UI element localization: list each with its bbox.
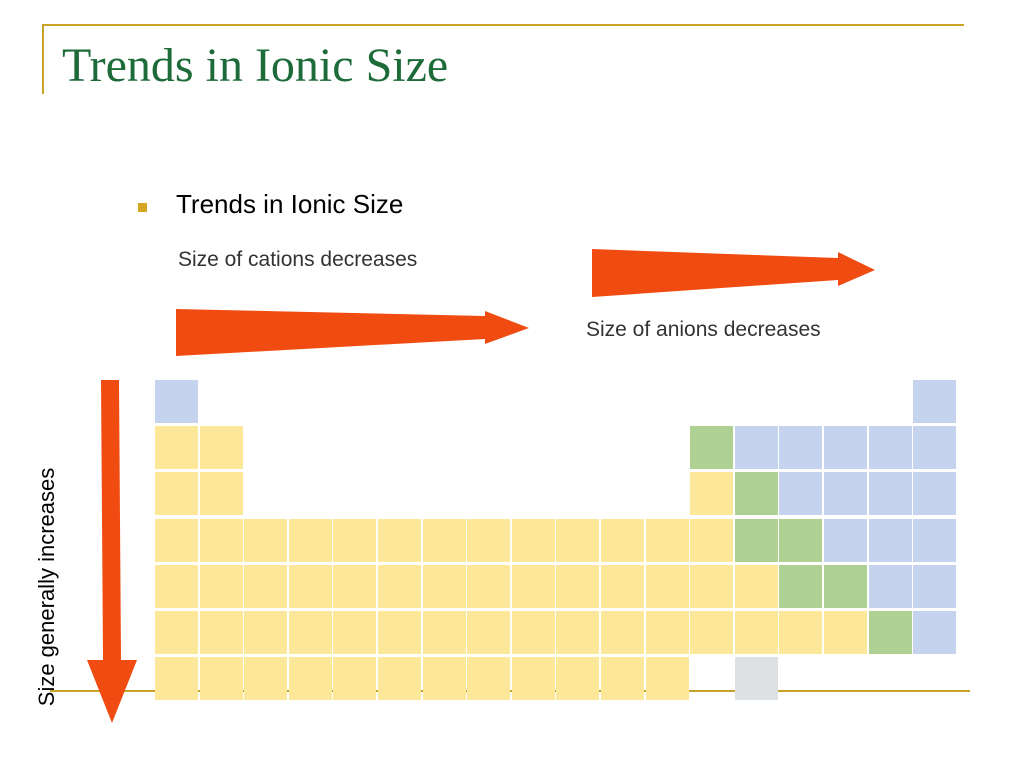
- table-cell-yellow: [690, 519, 733, 562]
- table-cell-yellow: [423, 519, 466, 562]
- table-cell-yellow: [467, 519, 510, 562]
- table-cell-yellow: [200, 519, 243, 562]
- table-cell-yellow: [467, 657, 510, 700]
- table-cell-yellow: [200, 565, 243, 608]
- table-cell-yellow: [333, 657, 376, 700]
- table-cell-yellow: [200, 657, 243, 700]
- table-cell-yellow: [601, 657, 644, 700]
- table-cell-yellow: [200, 611, 243, 654]
- table-cell-yellow: [244, 519, 287, 562]
- slide-frame-bottom-line: [50, 690, 970, 692]
- table-cell-yellow: [333, 565, 376, 608]
- table-cell-yellow: [556, 657, 599, 700]
- table-cell-yellow: [646, 519, 689, 562]
- table-cell-yellow: [155, 426, 198, 469]
- cations-trend-label: Size of cations decreases: [178, 248, 418, 271]
- table-cell-yellow: [155, 472, 198, 515]
- table-cell-blue: [913, 519, 956, 562]
- table-cell-blue: [869, 565, 912, 608]
- slide-title: Trends in Ionic Size: [62, 39, 449, 92]
- table-cell-yellow: [512, 565, 555, 608]
- table-cell-yellow: [378, 565, 421, 608]
- table-cell-yellow: [690, 565, 733, 608]
- table-cell-yellow: [779, 611, 822, 654]
- table-cell-yellow: [512, 519, 555, 562]
- table-cell-yellow: [467, 611, 510, 654]
- table-cell-yellow: [378, 519, 421, 562]
- table-cell-yellow: [601, 565, 644, 608]
- table-cell-green: [735, 472, 778, 515]
- table-cell-yellow: [512, 611, 555, 654]
- slide-frame-top-line: [44, 24, 964, 26]
- table-cell-yellow: [289, 565, 332, 608]
- table-cell-yellow: [556, 565, 599, 608]
- table-cell-gray: [735, 657, 778, 700]
- table-cell-yellow: [512, 657, 555, 700]
- table-cell-yellow: [423, 657, 466, 700]
- table-cell-blue: [735, 426, 778, 469]
- table-cell-yellow: [735, 565, 778, 608]
- table-cell-blue: [869, 519, 912, 562]
- table-cell-yellow: [378, 611, 421, 654]
- bullet-item: Trends in Ionic Size: [176, 189, 404, 219]
- table-cell-yellow: [155, 657, 198, 700]
- table-cell-yellow: [423, 565, 466, 608]
- table-cell-green: [779, 565, 822, 608]
- table-cell-yellow: [289, 611, 332, 654]
- anions-trend-arrow: [592, 249, 875, 297]
- anions-trend-label: Size of anions decreases: [586, 318, 821, 341]
- table-cell-green: [735, 519, 778, 562]
- table-cell-blue: [779, 426, 822, 469]
- table-cell-blue: [824, 426, 867, 469]
- table-cell-blue: [913, 426, 956, 469]
- table-cell-yellow: [244, 657, 287, 700]
- table-cell-blue: [913, 611, 956, 654]
- table-cell-yellow: [690, 472, 733, 515]
- periodic-table: [155, 380, 959, 702]
- table-cell-yellow: [467, 565, 510, 608]
- size-increase-down-arrow: [87, 380, 137, 723]
- table-cell-blue: [869, 426, 912, 469]
- table-cell-yellow: [155, 611, 198, 654]
- cations-trend-arrow: [176, 309, 529, 356]
- table-cell-yellow: [244, 565, 287, 608]
- table-cell-yellow: [289, 519, 332, 562]
- table-cell-yellow: [200, 426, 243, 469]
- table-cell-yellow: [646, 657, 689, 700]
- table-cell-yellow: [646, 565, 689, 608]
- table-cell-yellow: [824, 611, 867, 654]
- table-cell-blue: [779, 472, 822, 515]
- table-cell-blue: [913, 472, 956, 515]
- table-cell-yellow: [646, 611, 689, 654]
- table-cell-yellow: [601, 519, 644, 562]
- table-cell-yellow: [155, 565, 198, 608]
- table-cell-yellow: [556, 611, 599, 654]
- table-cell-green: [779, 519, 822, 562]
- table-cell-yellow: [155, 519, 198, 562]
- table-cell-blue: [913, 565, 956, 608]
- table-cell-yellow: [378, 657, 421, 700]
- bullet-square-icon: [138, 203, 147, 212]
- table-cell-yellow: [244, 611, 287, 654]
- table-cell-yellow: [601, 611, 644, 654]
- slide-frame-left-line: [42, 24, 44, 94]
- size-increase-label: Size generally increases: [34, 467, 59, 707]
- table-cell-blue: [913, 380, 956, 423]
- table-cell-yellow: [690, 611, 733, 654]
- table-cell-yellow: [333, 611, 376, 654]
- table-cell-yellow: [289, 657, 332, 700]
- table-cell-blue: [824, 472, 867, 515]
- table-cell-blue: [155, 380, 198, 423]
- table-cell-yellow: [423, 611, 466, 654]
- table-cell-yellow: [556, 519, 599, 562]
- table-cell-green: [824, 565, 867, 608]
- table-cell-yellow: [333, 519, 376, 562]
- table-cell-yellow: [200, 472, 243, 515]
- table-cell-green: [690, 426, 733, 469]
- table-cell-green: [869, 611, 912, 654]
- table-cell-blue: [824, 519, 867, 562]
- table-cell-yellow: [735, 611, 778, 654]
- table-cell-blue: [869, 472, 912, 515]
